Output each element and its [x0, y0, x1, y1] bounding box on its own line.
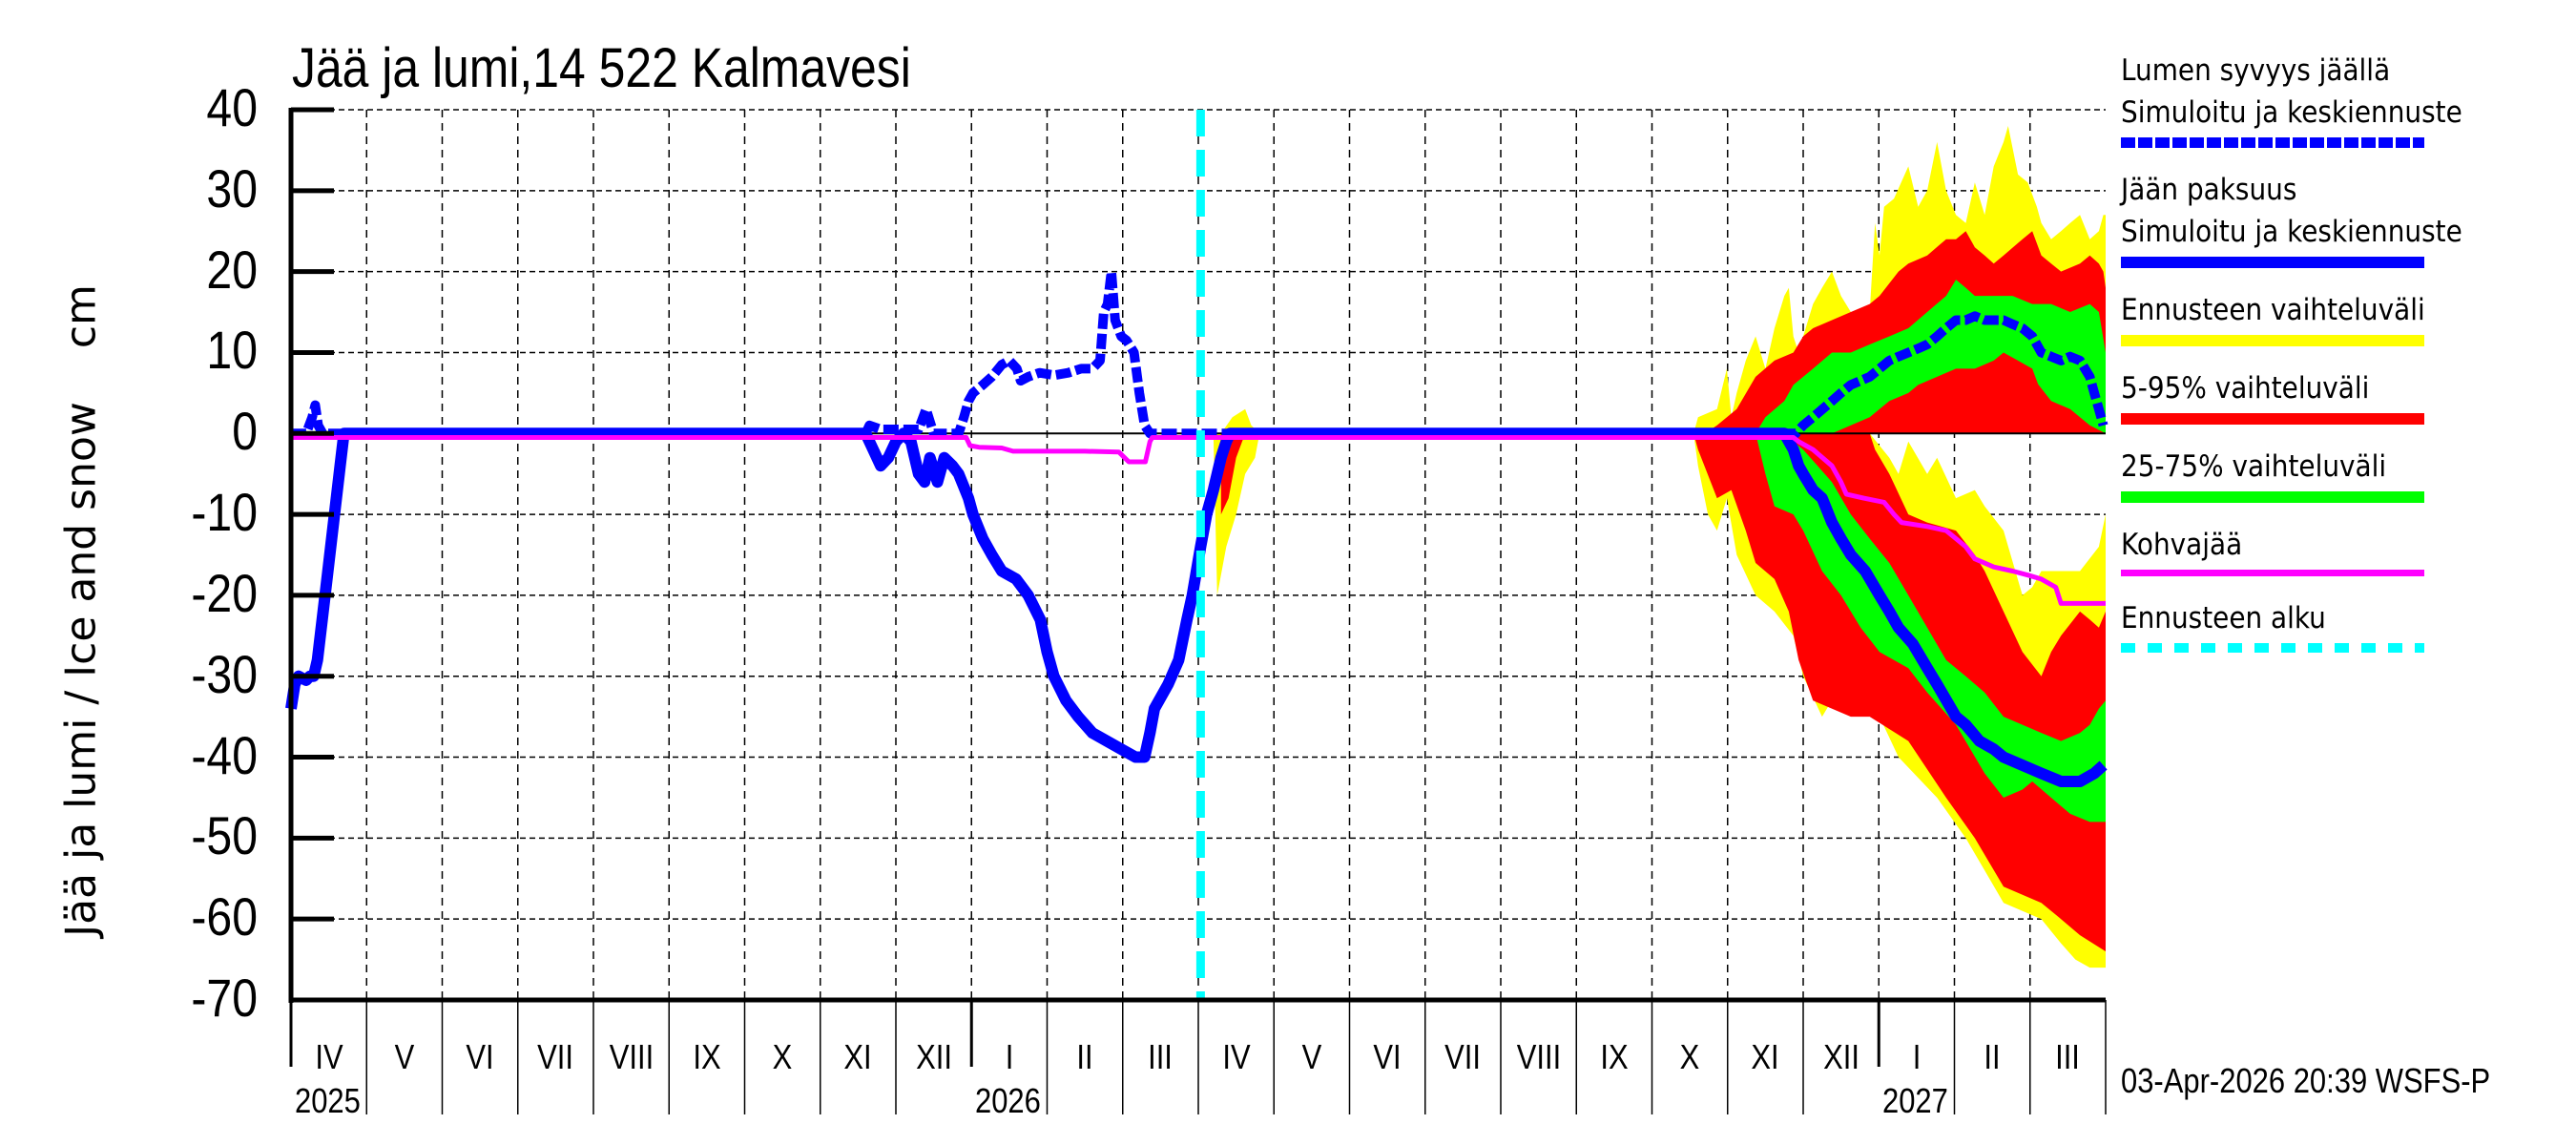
year-label: 2025: [295, 1081, 361, 1120]
legend-item-forecast-start: Ennusteen alku: [2121, 597, 2560, 653]
range-band: [1755, 433, 2106, 822]
month-label: XII: [915, 1037, 952, 1076]
month-label: VII: [1444, 1037, 1482, 1076]
legend-sublabel: Simuloitu ja keskiennuste: [2121, 215, 2462, 249]
data-series-lines: [285, 266, 2109, 787]
month-label: IX: [1600, 1037, 1629, 1076]
y-tick-label: -10: [191, 482, 258, 543]
y-tick-label: 20: [206, 239, 258, 300]
y-tick-label: 30: [206, 157, 258, 219]
legend-label: Ennusteen vaihteluväli: [2121, 293, 2425, 327]
dashed-blue-line-icon: [2121, 137, 2424, 148]
range-band: [1220, 408, 1260, 434]
magenta-line-icon: [2121, 570, 2424, 576]
legend-label: 25-75% vaihteluväli: [2121, 449, 2387, 484]
legend-sublabel: Simuloitu ja keskiennuste: [2121, 95, 2462, 130]
month-label: VIII: [1516, 1037, 1561, 1076]
month-label: X: [1679, 1037, 1700, 1076]
dashed-cyan-line-icon: [2121, 643, 2424, 653]
legend-label: 5-95% vaihteluväli: [2121, 371, 2370, 406]
red-swatch-icon: [2121, 413, 2424, 425]
month-label: I: [1912, 1037, 1922, 1076]
y-tick-label: -50: [191, 805, 258, 866]
y-tick-label: 0: [232, 401, 258, 462]
month-label: III: [1148, 1037, 1174, 1076]
legend-item-ice-thickness: Jään paksuus Simuloitu ja keskiennuste: [2121, 169, 2560, 268]
month-label: II: [1984, 1037, 2001, 1076]
chart-title: Jää ja lumi,14 522 Kalmavesi: [292, 37, 911, 99]
legend-label: Kohvajää: [2121, 528, 2243, 562]
month-label: VIII: [609, 1037, 654, 1076]
timestamp: 03-Apr-2026 20:39 WSFS-P: [2121, 1061, 2491, 1100]
month-label: IV: [314, 1037, 343, 1076]
month-label: VI: [1373, 1037, 1402, 1076]
month-label: IV: [1221, 1037, 1251, 1076]
month-label: XII: [1822, 1037, 1859, 1076]
y-tick-label: -60: [191, 886, 258, 947]
series-line: [291, 435, 2106, 606]
legend-item-forecast-range: Ennusteen vaihteluväli: [2121, 289, 2560, 346]
month-label: III: [2055, 1037, 2081, 1076]
year-label: 2027: [1882, 1081, 1949, 1120]
month-label: V: [1301, 1037, 1322, 1076]
month-label: IX: [693, 1037, 721, 1076]
legend: Lumen syvyys jäällä Simuloitu ja keskien…: [2121, 50, 2560, 674]
year-label: 2026: [975, 1081, 1042, 1120]
solid-blue-line-icon: [2121, 257, 2424, 268]
axes: [288, 107, 2107, 1114]
month-label: VI: [466, 1037, 494, 1076]
range-band: [1889, 352, 2104, 434]
y-tick-label: -70: [191, 968, 258, 1028]
series-line: [285, 427, 2108, 787]
month-label: I: [1005, 1037, 1014, 1076]
legend-label: Ennusteen alku: [2121, 601, 2326, 635]
legend-item-25-75-range: 25-75% vaihteluväli: [2121, 446, 2560, 503]
series-line: [291, 266, 2109, 439]
y-tick-label: 40: [206, 77, 258, 137]
legend-item-slush-ice: Kohvajää: [2121, 524, 2560, 576]
y-tick-label: -40: [191, 724, 258, 785]
legend-item-snow-depth: Lumen syvyys jäällä Simuloitu ja keskien…: [2121, 50, 2560, 148]
y-tick-label: 10: [206, 320, 258, 381]
month-label: V: [394, 1037, 415, 1076]
range-band: [1693, 433, 2106, 952]
month-label: X: [772, 1037, 793, 1076]
month-label: XI: [843, 1037, 873, 1076]
month-label: XI: [1751, 1037, 1780, 1076]
forecast-range-bands: [1213, 126, 2106, 968]
y-tick-label: -30: [191, 643, 258, 704]
y-axis-label: Jää ja lumi / Ice and snow cm: [56, 284, 106, 937]
month-label: II: [1076, 1037, 1093, 1076]
month-label: VII: [537, 1037, 574, 1076]
y-tick-label: -20: [191, 562, 258, 623]
legend-label: Lumen syvyys jäällä: [2121, 53, 2391, 88]
legend-label: Jään paksuus: [2121, 173, 2297, 207]
yellow-swatch-icon: [2121, 335, 2424, 346]
green-swatch-icon: [2121, 491, 2424, 503]
legend-item-5-95-range: 5-95% vaihteluväli: [2121, 367, 2560, 425]
